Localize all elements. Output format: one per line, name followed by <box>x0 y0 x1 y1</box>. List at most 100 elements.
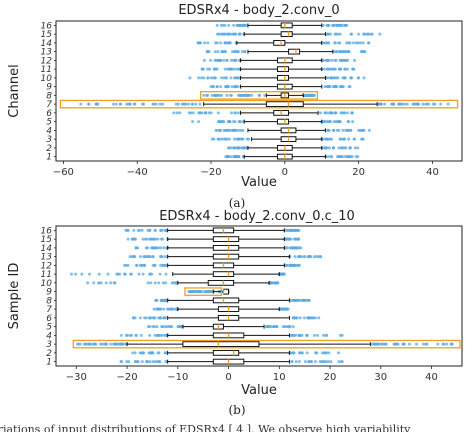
outlier-point <box>220 76 223 80</box>
outlier-point <box>147 351 151 355</box>
outlier-point <box>367 128 371 132</box>
outlier-point <box>325 58 329 62</box>
outlier-point <box>309 316 313 320</box>
outlier-point <box>332 76 336 80</box>
outlier-point <box>197 290 201 294</box>
outlier-point <box>175 111 179 115</box>
outlier-point <box>170 307 174 311</box>
y-tick-label: 14 <box>41 244 53 254</box>
outlier-point <box>223 32 226 36</box>
outlier-point <box>445 342 449 346</box>
outlier-point <box>106 272 110 276</box>
outlier-point <box>124 333 128 337</box>
outlier-point <box>99 342 102 346</box>
y-tick-label: 3 <box>46 340 52 350</box>
outlier-point <box>218 58 222 62</box>
outlier-point <box>285 263 289 267</box>
outlier-point <box>142 263 146 267</box>
outlier-point <box>326 41 330 45</box>
outlier-point <box>332 128 336 132</box>
outlier-point <box>446 102 450 106</box>
outlier-point <box>148 325 152 329</box>
outlier-point <box>343 23 347 27</box>
outlier-point <box>140 360 144 364</box>
y-tick-label: 12 <box>41 56 53 66</box>
outlier-point <box>370 32 374 36</box>
outlier-point <box>233 50 237 54</box>
box-iqr <box>182 341 260 348</box>
box-iqr <box>212 244 240 251</box>
outlier-point <box>258 93 262 97</box>
outlier-point <box>147 316 151 320</box>
outlier-point <box>333 111 337 115</box>
outlier-point <box>219 137 222 141</box>
outlier-point <box>293 298 297 302</box>
outlier-point <box>154 298 158 302</box>
outlier-point <box>159 333 163 337</box>
outlier-point <box>288 228 292 232</box>
outlier-point <box>425 342 429 346</box>
outlier-point <box>374 342 378 346</box>
outlier-point <box>339 146 343 150</box>
outlier-point <box>191 102 194 106</box>
outlier-point <box>227 137 231 141</box>
outlier-point <box>146 281 150 285</box>
outlier-point <box>235 155 239 159</box>
outlier-point <box>344 58 347 62</box>
outlier-point <box>233 146 237 150</box>
outlier-point <box>309 360 313 364</box>
outlier-point <box>392 342 396 346</box>
outlier-point <box>208 67 212 71</box>
outlier-point <box>345 128 349 132</box>
outlier-point <box>328 67 332 71</box>
x-tick-label: 10 <box>273 372 286 383</box>
outlier-point <box>362 50 366 54</box>
outlier-point <box>136 360 140 364</box>
outlier-point <box>148 333 152 337</box>
outlier-point <box>286 325 290 329</box>
outlier-point <box>202 93 206 97</box>
outlier-point <box>329 76 333 80</box>
outlier-point <box>307 360 311 364</box>
y-tick-label: 1 <box>46 153 52 163</box>
outlier-point <box>161 102 165 106</box>
outlier-point <box>135 263 139 267</box>
outlier-point <box>433 102 437 106</box>
outlier-point <box>356 76 360 80</box>
outlier-point <box>345 41 349 45</box>
outlier-point <box>94 102 98 106</box>
outlier-point <box>179 325 183 329</box>
outlier-point <box>390 102 394 106</box>
outlier-point <box>223 50 227 54</box>
y-tick-label: 15 <box>41 235 53 245</box>
outlier-point <box>161 263 165 267</box>
outlier-point <box>198 102 202 106</box>
outlier-point <box>356 146 360 150</box>
outlier-point <box>313 316 317 320</box>
outlier-point <box>229 58 233 62</box>
outlier-point <box>202 76 206 80</box>
box-iqr <box>207 279 235 286</box>
outlier-point <box>275 325 279 329</box>
outlier-point <box>361 128 365 132</box>
outlier-point <box>151 255 155 259</box>
outlier-point <box>164 360 168 364</box>
outlier-point <box>330 58 334 62</box>
outlier-point <box>209 58 213 62</box>
outlier-point <box>298 255 302 259</box>
outlier-point <box>279 307 283 311</box>
outlier-point <box>227 32 231 36</box>
y-tick-label: 5 <box>46 323 52 333</box>
outlier-point <box>123 263 126 267</box>
y-tick-label: 7 <box>46 100 52 110</box>
outlier-point <box>436 342 440 346</box>
highlight-box <box>199 91 319 100</box>
outlier-point <box>236 111 240 115</box>
outlier-point <box>162 316 166 320</box>
outlier-point <box>322 333 325 337</box>
outlier-point <box>239 128 243 132</box>
outlier-point <box>268 325 272 329</box>
outlier-point <box>244 23 248 27</box>
outlier-point <box>357 32 361 36</box>
outlier-point <box>129 272 133 276</box>
